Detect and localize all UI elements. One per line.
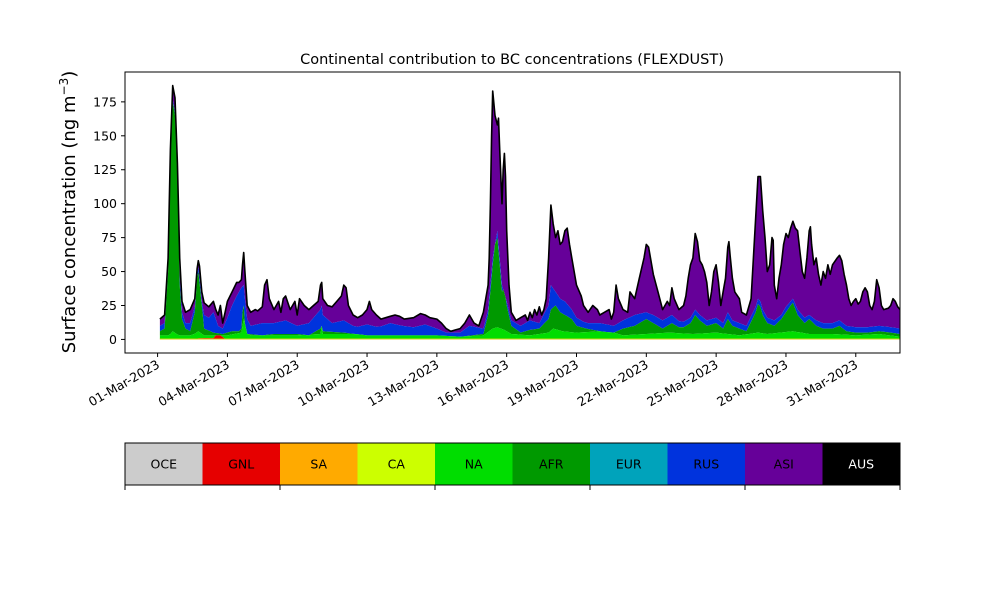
colorbar-segment-gnl [202,443,280,485]
colorbar-segment-sa [280,443,358,485]
colorbar-segment-na [435,443,513,485]
x-tick-label: 10-Mar-2023 [295,357,371,410]
colorbar-segment-eur [590,443,668,485]
x-tick-label: 01-Mar-2023 [86,357,162,410]
colorbar-label-oce: OCE [151,457,178,472]
y-tick-label: 125 [93,162,117,177]
area-rus [159,99,900,337]
colorbar-label-asi: ASI [774,457,794,472]
area-na [159,319,900,339]
y-tick-label: 25 [101,298,117,313]
x-tick-label: 19-Mar-2023 [505,357,581,410]
region-colorbar: OCE GNL SA CA NA AFR EUR RUS ASI AUS [124,442,901,490]
colorbar-label-aus: AUS [848,457,874,472]
colorbar-segment-rus [667,443,745,485]
y-axis-label: Surface concentration (ng m−3) [57,71,80,354]
y-tick-label: 100 [93,196,117,211]
plot-area [159,84,900,340]
stacked-areas [159,84,900,340]
y-tick-label: 150 [93,128,117,143]
x-tick-label: 07-Mar-2023 [225,357,301,410]
x-tick-label: 13-Mar-2023 [365,357,441,410]
colorbar-label-eur: EUR [616,457,642,472]
x-tick-label: 22-Mar-2023 [574,357,650,410]
x-tick-label: 16-Mar-2023 [435,357,511,410]
y-tick-label: 50 [101,264,117,279]
colorbar-segment-oce [125,443,203,485]
y-tick-label: 75 [101,230,117,245]
y-axis: 0 25 50 75 100 125 150 175 [93,94,125,347]
colorbar-label-sa: SA [310,457,327,472]
x-tick-label: 31-Mar-2023 [784,357,860,410]
x-tick-label: 28-Mar-2023 [714,357,790,410]
colorbar-label-afr: AFR [539,457,564,472]
colorbar-segment-afr [512,443,590,485]
colorbar-label-na: NA [465,457,483,472]
chart-title: Continental contribution to BC concentra… [300,52,724,68]
colorbar-label-gnl: GNL [228,457,254,472]
x-tick-label: 25-Mar-2023 [644,357,720,410]
y-tick-label: 175 [93,94,117,109]
colorbar-label-ca: CA [388,457,406,472]
colorbar-segment-asi [745,443,823,485]
total-line [159,84,900,333]
plot-frame [124,71,901,354]
colorbar-segment-aus [822,443,900,485]
area-ca [159,338,900,340]
y-tick-label: 0 [109,332,117,347]
area-asi [159,85,900,333]
colorbar-label-rus: RUS [693,457,719,472]
x-tick-label: 04-Mar-2023 [156,357,232,410]
colorbar-frame [124,442,901,486]
colorbar-segment-ca [357,443,435,485]
x-axis: 01-Mar-202304-Mar-202307-Mar-202310-Mar-… [86,353,860,410]
